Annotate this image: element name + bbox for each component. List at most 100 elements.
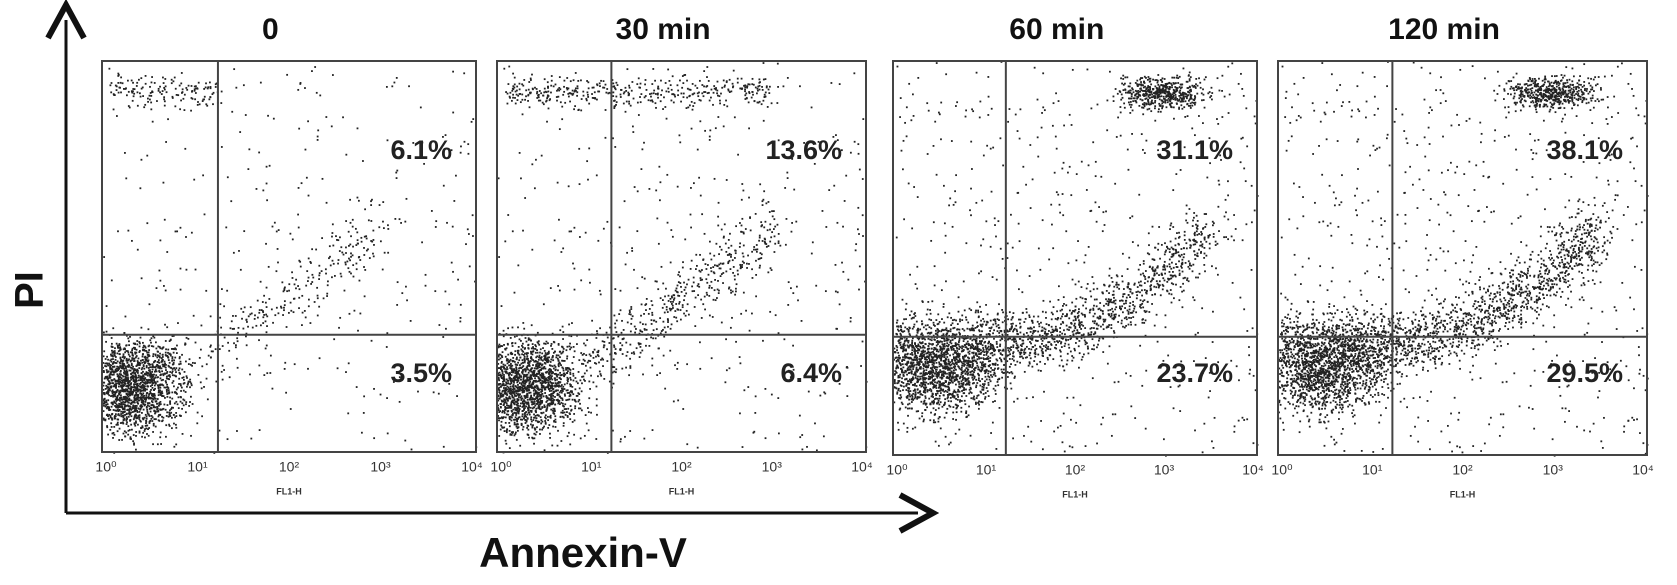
dot: [382, 201, 385, 203]
dot: [541, 382, 544, 385]
dot: [134, 369, 137, 372]
dot: [105, 404, 108, 406]
dot: [683, 289, 686, 291]
dot: [695, 268, 697, 270]
dot: [165, 375, 168, 378]
dot: [739, 265, 742, 268]
dot: [119, 362, 122, 365]
dot: [138, 388, 140, 391]
dot: [175, 348, 177, 351]
dot: [497, 374, 500, 377]
dot: [598, 289, 601, 292]
dot: [180, 99, 182, 102]
dot: [119, 356, 122, 359]
dot: [544, 342, 547, 345]
dot: [577, 371, 580, 373]
dot: [559, 377, 561, 380]
dot: [325, 201, 328, 204]
dot: [540, 396, 543, 399]
dot: [114, 368, 117, 371]
dot: [524, 98, 526, 101]
dot: [572, 372, 575, 375]
dot: [119, 347, 122, 349]
dot: [135, 448, 137, 451]
dot: [144, 381, 147, 383]
dot: [136, 394, 139, 397]
dot: [220, 326, 223, 329]
dot: [554, 379, 557, 382]
dot: [146, 410, 149, 413]
dot: [659, 372, 661, 375]
dot: [350, 252, 352, 255]
dot: [144, 403, 147, 406]
dot: [140, 378, 143, 381]
dot: [115, 396, 118, 399]
dot: [603, 340, 606, 343]
dot: [527, 338, 530, 341]
dot: [164, 85, 167, 88]
dot: [513, 418, 515, 421]
dot: [156, 100, 158, 102]
dot: [498, 397, 501, 400]
dot: [119, 348, 122, 351]
dot: [720, 248, 723, 251]
dot: [522, 370, 524, 373]
dot: [282, 314, 284, 316]
dot: [582, 375, 585, 378]
dot: [113, 400, 116, 403]
dot: [386, 397, 388, 400]
dot: [421, 141, 424, 144]
dot: [619, 342, 622, 344]
dot: [181, 353, 183, 356]
dot: [179, 372, 181, 375]
dot: [555, 399, 558, 401]
dot: [516, 364, 519, 366]
dot: [116, 395, 119, 398]
dot: [770, 269, 773, 271]
dot: [674, 289, 677, 292]
dot: [181, 91, 184, 94]
dot: [521, 359, 524, 361]
dot: [612, 91, 615, 94]
dot: [107, 415, 109, 418]
dot: [644, 323, 647, 326]
dot: [146, 360, 149, 363]
dot: [144, 377, 147, 379]
dot: [145, 422, 147, 425]
dot: [710, 357, 713, 360]
dot: [739, 87, 742, 90]
dot: [506, 368, 509, 370]
dot: [404, 220, 407, 223]
dot: [128, 429, 131, 431]
dot: [123, 371, 125, 374]
dot: [245, 344, 248, 347]
dot: [527, 99, 529, 102]
dot: [615, 101, 618, 104]
dot: [857, 143, 860, 146]
dot: [612, 95, 615, 97]
dot: [549, 432, 551, 435]
dot: [251, 326, 254, 329]
dot: [676, 284, 679, 287]
dot: [158, 269, 161, 272]
dot: [856, 228, 859, 231]
dot: [350, 272, 352, 275]
dot: [569, 369, 572, 371]
dot: [452, 270, 454, 273]
dot: [129, 359, 132, 362]
dot: [562, 422, 565, 425]
dot: [166, 411, 169, 414]
dot: [367, 248, 369, 251]
dot: [331, 235, 333, 238]
dot: [599, 85, 601, 88]
dot: [144, 103, 147, 106]
dot: [299, 82, 302, 84]
dot: [130, 388, 132, 390]
dot: [552, 359, 555, 362]
dot: [471, 214, 474, 217]
dot: [671, 235, 674, 238]
dot: [166, 389, 168, 391]
dot: [304, 87, 306, 89]
dot: [650, 336, 652, 339]
dot: [509, 377, 511, 379]
